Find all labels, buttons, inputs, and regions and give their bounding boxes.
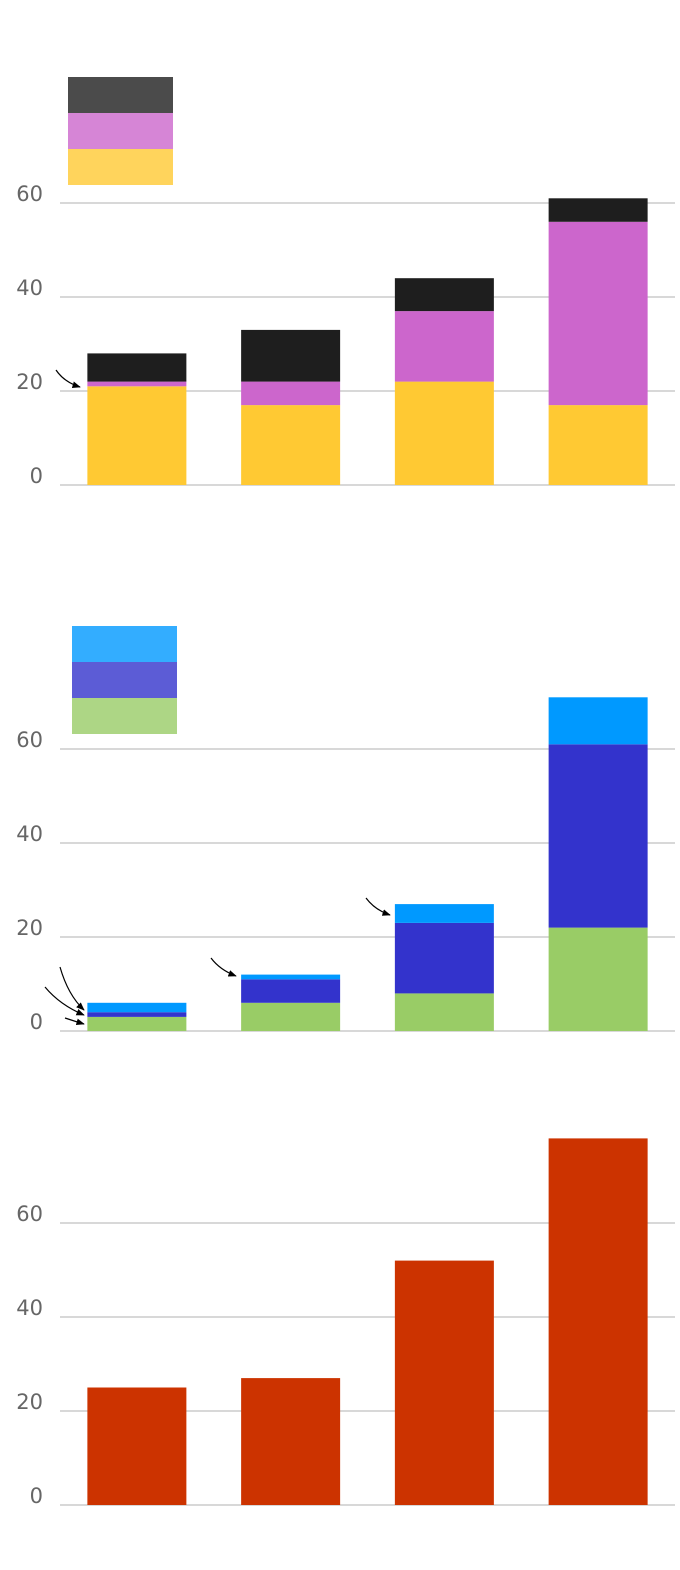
y-tick-label: 40 xyxy=(16,1296,43,1320)
bar-segment xyxy=(548,221,648,406)
y-tick-label: 60 xyxy=(16,728,43,752)
y-tick-label: 20 xyxy=(16,916,43,940)
bar-segment xyxy=(87,353,187,382)
bar xyxy=(87,1387,187,1505)
chart: 0 20 40 60 xyxy=(16,1138,675,1508)
bar-segment xyxy=(241,405,341,485)
y-tick-label: 60 xyxy=(16,182,43,206)
bar-segment xyxy=(241,974,341,980)
bar-segment xyxy=(548,198,648,222)
bar-segment xyxy=(241,1002,341,1031)
y-tick-label: 40 xyxy=(16,822,43,846)
legend-swatch xyxy=(72,662,177,698)
bar-segment xyxy=(394,922,494,994)
arrow xyxy=(365,897,391,916)
bar-segment xyxy=(394,311,494,382)
bar-segment xyxy=(548,744,648,928)
y-tick-label: 20 xyxy=(16,370,43,394)
charts: 0 20 40 60 0 20 40 60 0 20 40 60 xyxy=(16,77,675,1508)
bar-segment xyxy=(87,381,187,387)
arrow xyxy=(64,1017,85,1026)
y-tick-label: 0 xyxy=(30,1010,43,1034)
y-tick-label: 20 xyxy=(16,1390,43,1414)
bar-segment xyxy=(241,979,341,1003)
bar xyxy=(394,1260,494,1505)
bar-segment xyxy=(87,1012,187,1017)
legend-swatch xyxy=(68,77,173,113)
y-tick-label: 0 xyxy=(30,464,43,488)
arrow xyxy=(44,986,85,1016)
bar-segment xyxy=(548,405,648,485)
bar-segment xyxy=(394,381,494,485)
legend-swatch xyxy=(72,626,177,662)
chart: 0 20 40 60 xyxy=(16,77,675,488)
bar-segment xyxy=(87,1002,187,1013)
bar-segment xyxy=(241,381,341,406)
legend-swatch xyxy=(68,113,173,149)
bar-segment xyxy=(548,697,648,745)
bar-segment xyxy=(394,278,494,312)
arrow xyxy=(55,369,81,388)
bar xyxy=(548,1138,648,1505)
chart: 0 20 40 60 xyxy=(16,626,675,1034)
legend-swatch xyxy=(72,698,177,734)
y-tick-label: 0 xyxy=(30,1484,43,1508)
annotations xyxy=(44,369,391,1026)
bar-segment xyxy=(394,904,494,923)
arrow xyxy=(210,957,237,977)
bar-segment xyxy=(241,329,341,382)
bar-segment xyxy=(87,1016,187,1031)
bar-segment xyxy=(87,386,187,485)
arrow xyxy=(59,966,85,1011)
legend-swatch xyxy=(68,149,173,185)
bar xyxy=(241,1378,341,1505)
bar-segment xyxy=(548,927,648,1031)
y-tick-label: 60 xyxy=(16,1202,43,1226)
y-tick-label: 40 xyxy=(16,276,43,300)
bar-segment xyxy=(394,993,494,1031)
